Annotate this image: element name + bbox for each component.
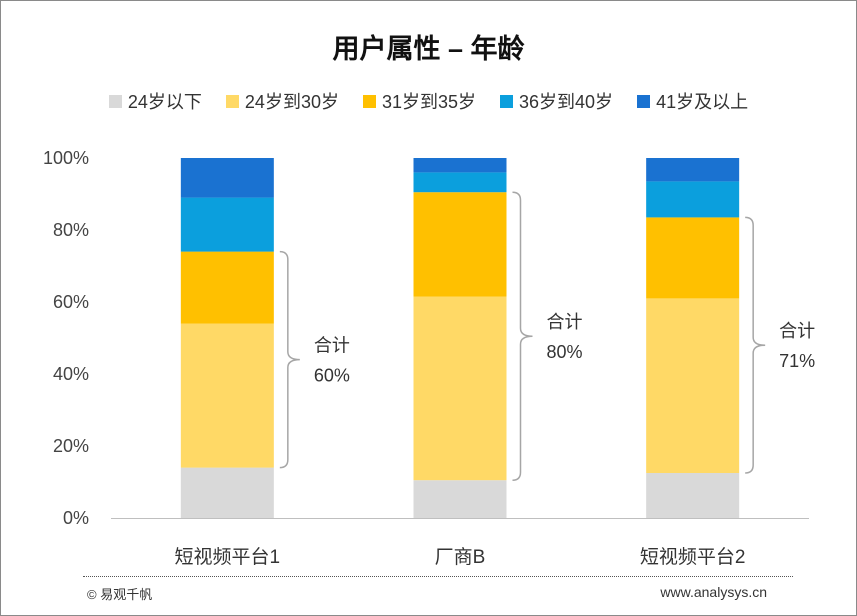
legend-swatch [500,94,514,108]
x-category-label: 厂商B [435,546,486,568]
bar-segment [413,172,507,193]
y-tick-label: 60% [53,292,89,312]
bar-segment [180,197,274,252]
footer-website: www.analysys.cn [660,584,767,600]
bar-segment [413,480,507,518]
legend-swatch [225,94,239,108]
y-tick-label: 80% [53,220,89,240]
legend-label: 41岁及以上 [656,92,749,112]
legend-item: 41岁及以上 [637,88,748,114]
annotation-label: 合计 [314,336,350,356]
legend-swatch [362,94,376,108]
legend-item: 24岁到30岁 [225,88,339,114]
annotation-value: 71% [779,351,815,371]
footer-copyright: © 易观千帆 [87,587,153,602]
bar-segment [646,473,740,518]
legend-label: 31岁到35岁 [381,92,477,112]
x-category-label: 短视频平台1 [175,546,281,568]
bar-segment [413,296,507,481]
legend-item: 31岁到35岁 [362,88,477,114]
bar-segment [413,192,507,297]
bar-segment [180,323,274,468]
y-tick-label: 20% [53,436,89,456]
bar-segment [646,217,740,299]
annotation-label: 合计 [547,312,583,332]
bar-segment [180,158,274,198]
annotation-value: 60% [314,366,350,386]
y-tick-label: 0% [63,508,89,528]
bar-segment [646,158,740,182]
bar-segment [413,158,507,173]
legend-swatch [637,94,651,108]
y-tick-label: 100% [43,148,89,168]
chart-title: 用户属性 – 年龄 [332,34,525,64]
footer-divider [83,576,793,577]
legend-item: 36岁到40岁 [500,88,613,114]
legend-swatch [108,94,122,108]
legend-label: 24岁到30岁 [244,92,339,112]
total-brace [745,216,766,474]
bar-segment [646,181,740,218]
bar-segment [180,467,274,518]
annotation-label: 合计 [779,321,815,341]
bar-segment [180,251,274,324]
stacked-bar-chart: 0% 20% 40% 60% 80% 100% 短视频平台1 厂商B 短视频平台2 合计 60% 合计… [43,148,815,568]
legend-item: 24岁以下 [108,88,202,114]
chart-legend: 24岁以下 24岁到30岁 31岁到35岁 36岁到40岁 41岁及以上 [1,88,856,114]
total-brace [512,191,533,481]
annotation-value: 80% [547,342,583,362]
legend-label: 36岁到40岁 [519,92,614,112]
total-brace [279,250,300,469]
legend-label: 24岁以下 [127,92,202,112]
bar-segment [646,298,740,473]
y-tick-label: 40% [53,364,89,384]
x-category-label: 短视频平台2 [640,546,746,568]
